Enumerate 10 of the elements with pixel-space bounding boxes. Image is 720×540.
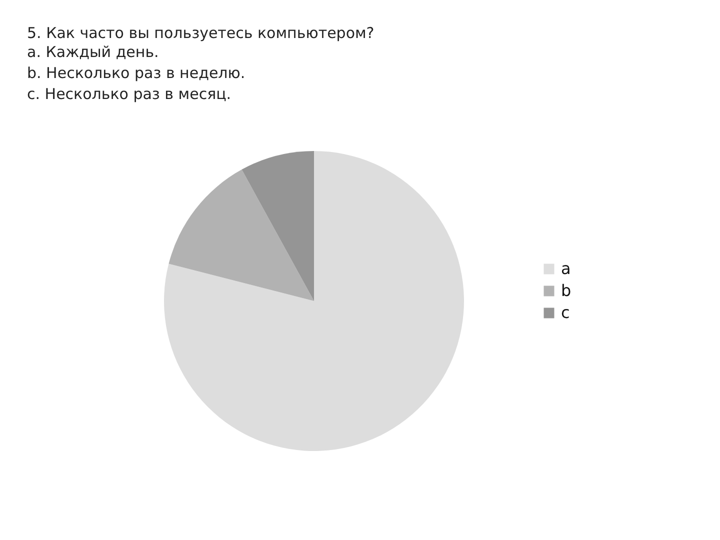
pie-slice bbox=[164, 151, 464, 451]
pie-slice bbox=[242, 151, 314, 301]
text: a. Каждый день. bbox=[27, 43, 159, 61]
chart-title: 5. Как часто вы пользуетесь компьютером? bbox=[27, 24, 374, 42]
text: b. Несколько раз в неделю. bbox=[27, 64, 246, 82]
legend-label: c bbox=[561, 303, 570, 322]
pie-slice bbox=[168, 170, 314, 301]
legend-label: a bbox=[561, 259, 571, 278]
text: c. Несколько раз в месяц. bbox=[27, 85, 232, 103]
legend-label: b bbox=[561, 281, 572, 300]
